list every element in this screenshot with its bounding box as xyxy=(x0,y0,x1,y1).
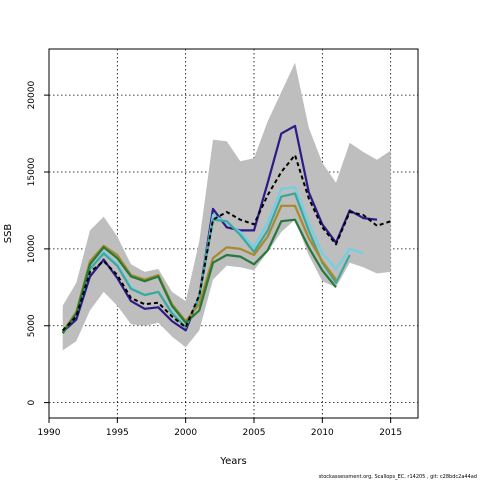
confidence-band-layer xyxy=(62,62,391,351)
series-layer xyxy=(61,124,392,335)
y-tick-label-10000: 10000 xyxy=(27,234,37,263)
y-axis: 0 5000 10000 15000 20000 xyxy=(27,81,49,405)
footer-credit: stockassessment.org, Scallops_EC, r14205… xyxy=(319,474,477,480)
y-tick-label-5000: 5000 xyxy=(27,314,37,337)
x-axis: 1990 1995 2000 2005 2010 2015 xyxy=(38,418,402,438)
series-line-green xyxy=(61,218,337,335)
y-tick-label-15000: 15000 xyxy=(27,157,37,186)
x-tick-label-1990: 1990 xyxy=(38,428,61,438)
x-tick-label-2015: 2015 xyxy=(379,428,402,438)
x-axis-title: Years xyxy=(219,456,246,467)
x-tick-label-2010: 2010 xyxy=(311,428,334,438)
confidence-band xyxy=(62,62,391,351)
x-tick-label-2000: 2000 xyxy=(174,428,197,438)
y-axis-title: SSB xyxy=(3,224,14,244)
series-line-cyan xyxy=(61,186,364,333)
series-line-olive xyxy=(61,204,337,333)
y-tick-label-20000: 20000 xyxy=(27,81,37,110)
x-tick-label-2005: 2005 xyxy=(243,428,266,438)
y-tick-label-0: 0 xyxy=(27,399,37,405)
x-tick-label-1995: 1995 xyxy=(106,428,129,438)
plot-frame xyxy=(48,48,419,419)
series-line-reference xyxy=(61,154,392,332)
